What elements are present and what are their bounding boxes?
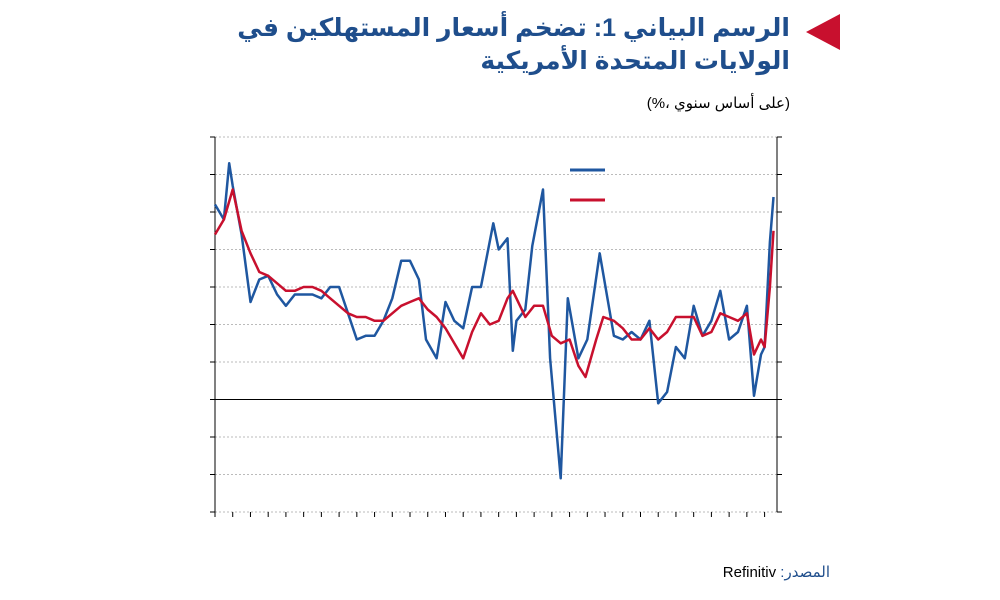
chart-title: الرسم البياني 1: تضخم أسعار المستهلكين ف… [237,14,790,75]
source: المصدر: Refinitiv [723,563,830,581]
series-line [213,162,775,480]
chart-subtitle: (على أساس سنوي ،%) [646,95,790,112]
series-line [213,188,775,379]
source-name: Refinitiv [722,564,777,581]
title-marker [806,14,840,50]
source-label: المصدر: [780,564,830,581]
